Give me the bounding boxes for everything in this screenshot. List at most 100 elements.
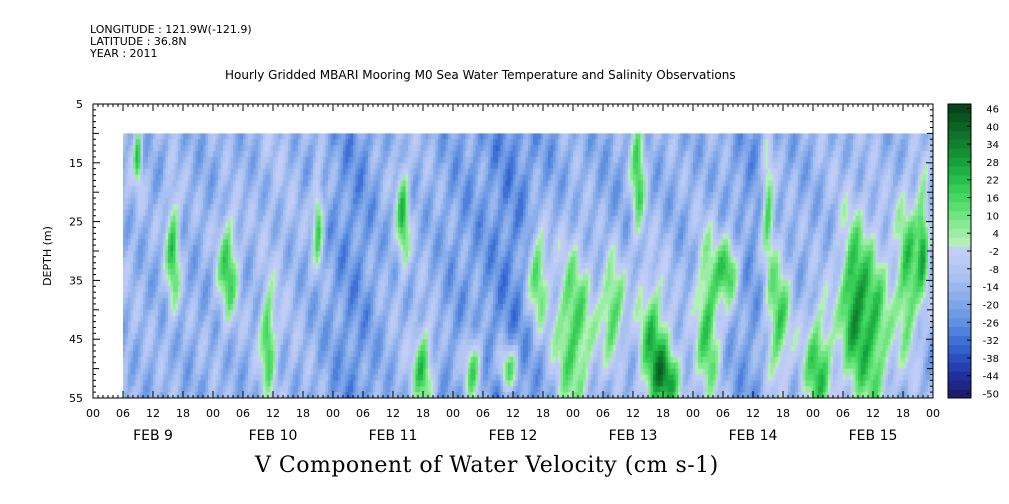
field-cell [183, 239, 186, 246]
field-cell [183, 321, 186, 328]
field-cell [368, 203, 371, 211]
field-cell [155, 262, 159, 270]
field-cell [190, 268, 194, 275]
field-cell [395, 133, 399, 140]
field-cell [275, 309, 279, 317]
field-cell [318, 209, 321, 217]
field-cell [380, 315, 384, 322]
field-cell [353, 339, 356, 346]
field-cell [215, 209, 219, 217]
field-cell [360, 209, 364, 217]
field-cell [198, 262, 201, 270]
field-cell [215, 303, 219, 311]
field-cell [193, 233, 196, 240]
field-cell [313, 386, 316, 393]
field-cell [248, 309, 251, 317]
field-cell [350, 298, 354, 305]
field-cell [395, 192, 399, 199]
field-cell [260, 192, 264, 199]
field-cell [380, 162, 384, 170]
field-cell [348, 251, 351, 258]
field-cell [388, 292, 391, 299]
field-cell [268, 203, 271, 211]
field-cell [395, 239, 399, 246]
field-cell [263, 303, 266, 311]
field-cell [390, 309, 394, 317]
field-cell [300, 186, 304, 193]
field-cell [268, 262, 271, 270]
field-cell [335, 309, 339, 317]
field-cell [235, 215, 239, 222]
field-cell [130, 133, 134, 140]
field-cell [133, 245, 136, 252]
field-cell [308, 292, 311, 299]
field-cell [133, 350, 136, 358]
field-cell [193, 145, 196, 152]
field-cell [208, 327, 211, 334]
field-cell [200, 239, 204, 246]
field-cell [203, 145, 206, 152]
field-cell [398, 227, 401, 234]
field-cell [320, 274, 324, 281]
field-cell [378, 286, 381, 293]
field-cell [265, 233, 269, 240]
field-cell [250, 298, 254, 305]
field-cell [125, 327, 129, 334]
field-cell [320, 298, 324, 305]
field-cell [190, 192, 194, 199]
field-cell [158, 339, 161, 346]
field-cell [385, 268, 389, 275]
field-cell [133, 227, 136, 234]
field-cell [305, 380, 309, 387]
field-cell [300, 356, 304, 364]
field-cell [200, 162, 204, 170]
field-cell [350, 274, 354, 281]
field-cell [180, 292, 184, 299]
field-cell [153, 180, 156, 187]
field-cell [373, 356, 376, 364]
field-cell [173, 180, 176, 187]
field-cell [223, 327, 226, 334]
field-cell [263, 286, 266, 293]
field-cell [163, 256, 166, 264]
field-cell [125, 274, 129, 281]
field-cell [340, 339, 344, 346]
field-cell [210, 309, 214, 317]
field-cell [278, 356, 281, 364]
field-cell [170, 139, 174, 146]
field-cell [360, 180, 364, 187]
field-cell [190, 298, 194, 305]
field-cell [285, 203, 289, 211]
field-cell [258, 268, 261, 275]
field-cell [188, 298, 191, 305]
field-cell [365, 186, 369, 193]
field-cell [173, 333, 176, 340]
field-cell [160, 280, 164, 287]
field-cell [263, 298, 266, 305]
field-cell [133, 315, 136, 322]
field-cell [170, 227, 174, 234]
field-cell [305, 303, 309, 311]
field-cell [350, 392, 354, 399]
field-cell [190, 392, 194, 399]
field-cell [220, 298, 224, 305]
field-cell [140, 345, 144, 352]
field-cell [133, 186, 136, 193]
field-cell [130, 268, 134, 275]
field-cell [300, 327, 304, 334]
field-cell [245, 274, 249, 281]
field-cell [270, 239, 274, 246]
field-cell [183, 280, 186, 287]
field-cell [365, 303, 369, 311]
field-cell [260, 133, 264, 140]
field-cell [230, 315, 234, 322]
field-cell [265, 180, 269, 187]
field-cell [228, 309, 231, 317]
field-cell [333, 151, 336, 158]
field-cell [333, 362, 336, 369]
field-cell [150, 245, 154, 252]
field-cell [180, 227, 184, 234]
field-cell [225, 151, 229, 158]
field-cell [253, 321, 256, 328]
field-cell [123, 233, 126, 240]
